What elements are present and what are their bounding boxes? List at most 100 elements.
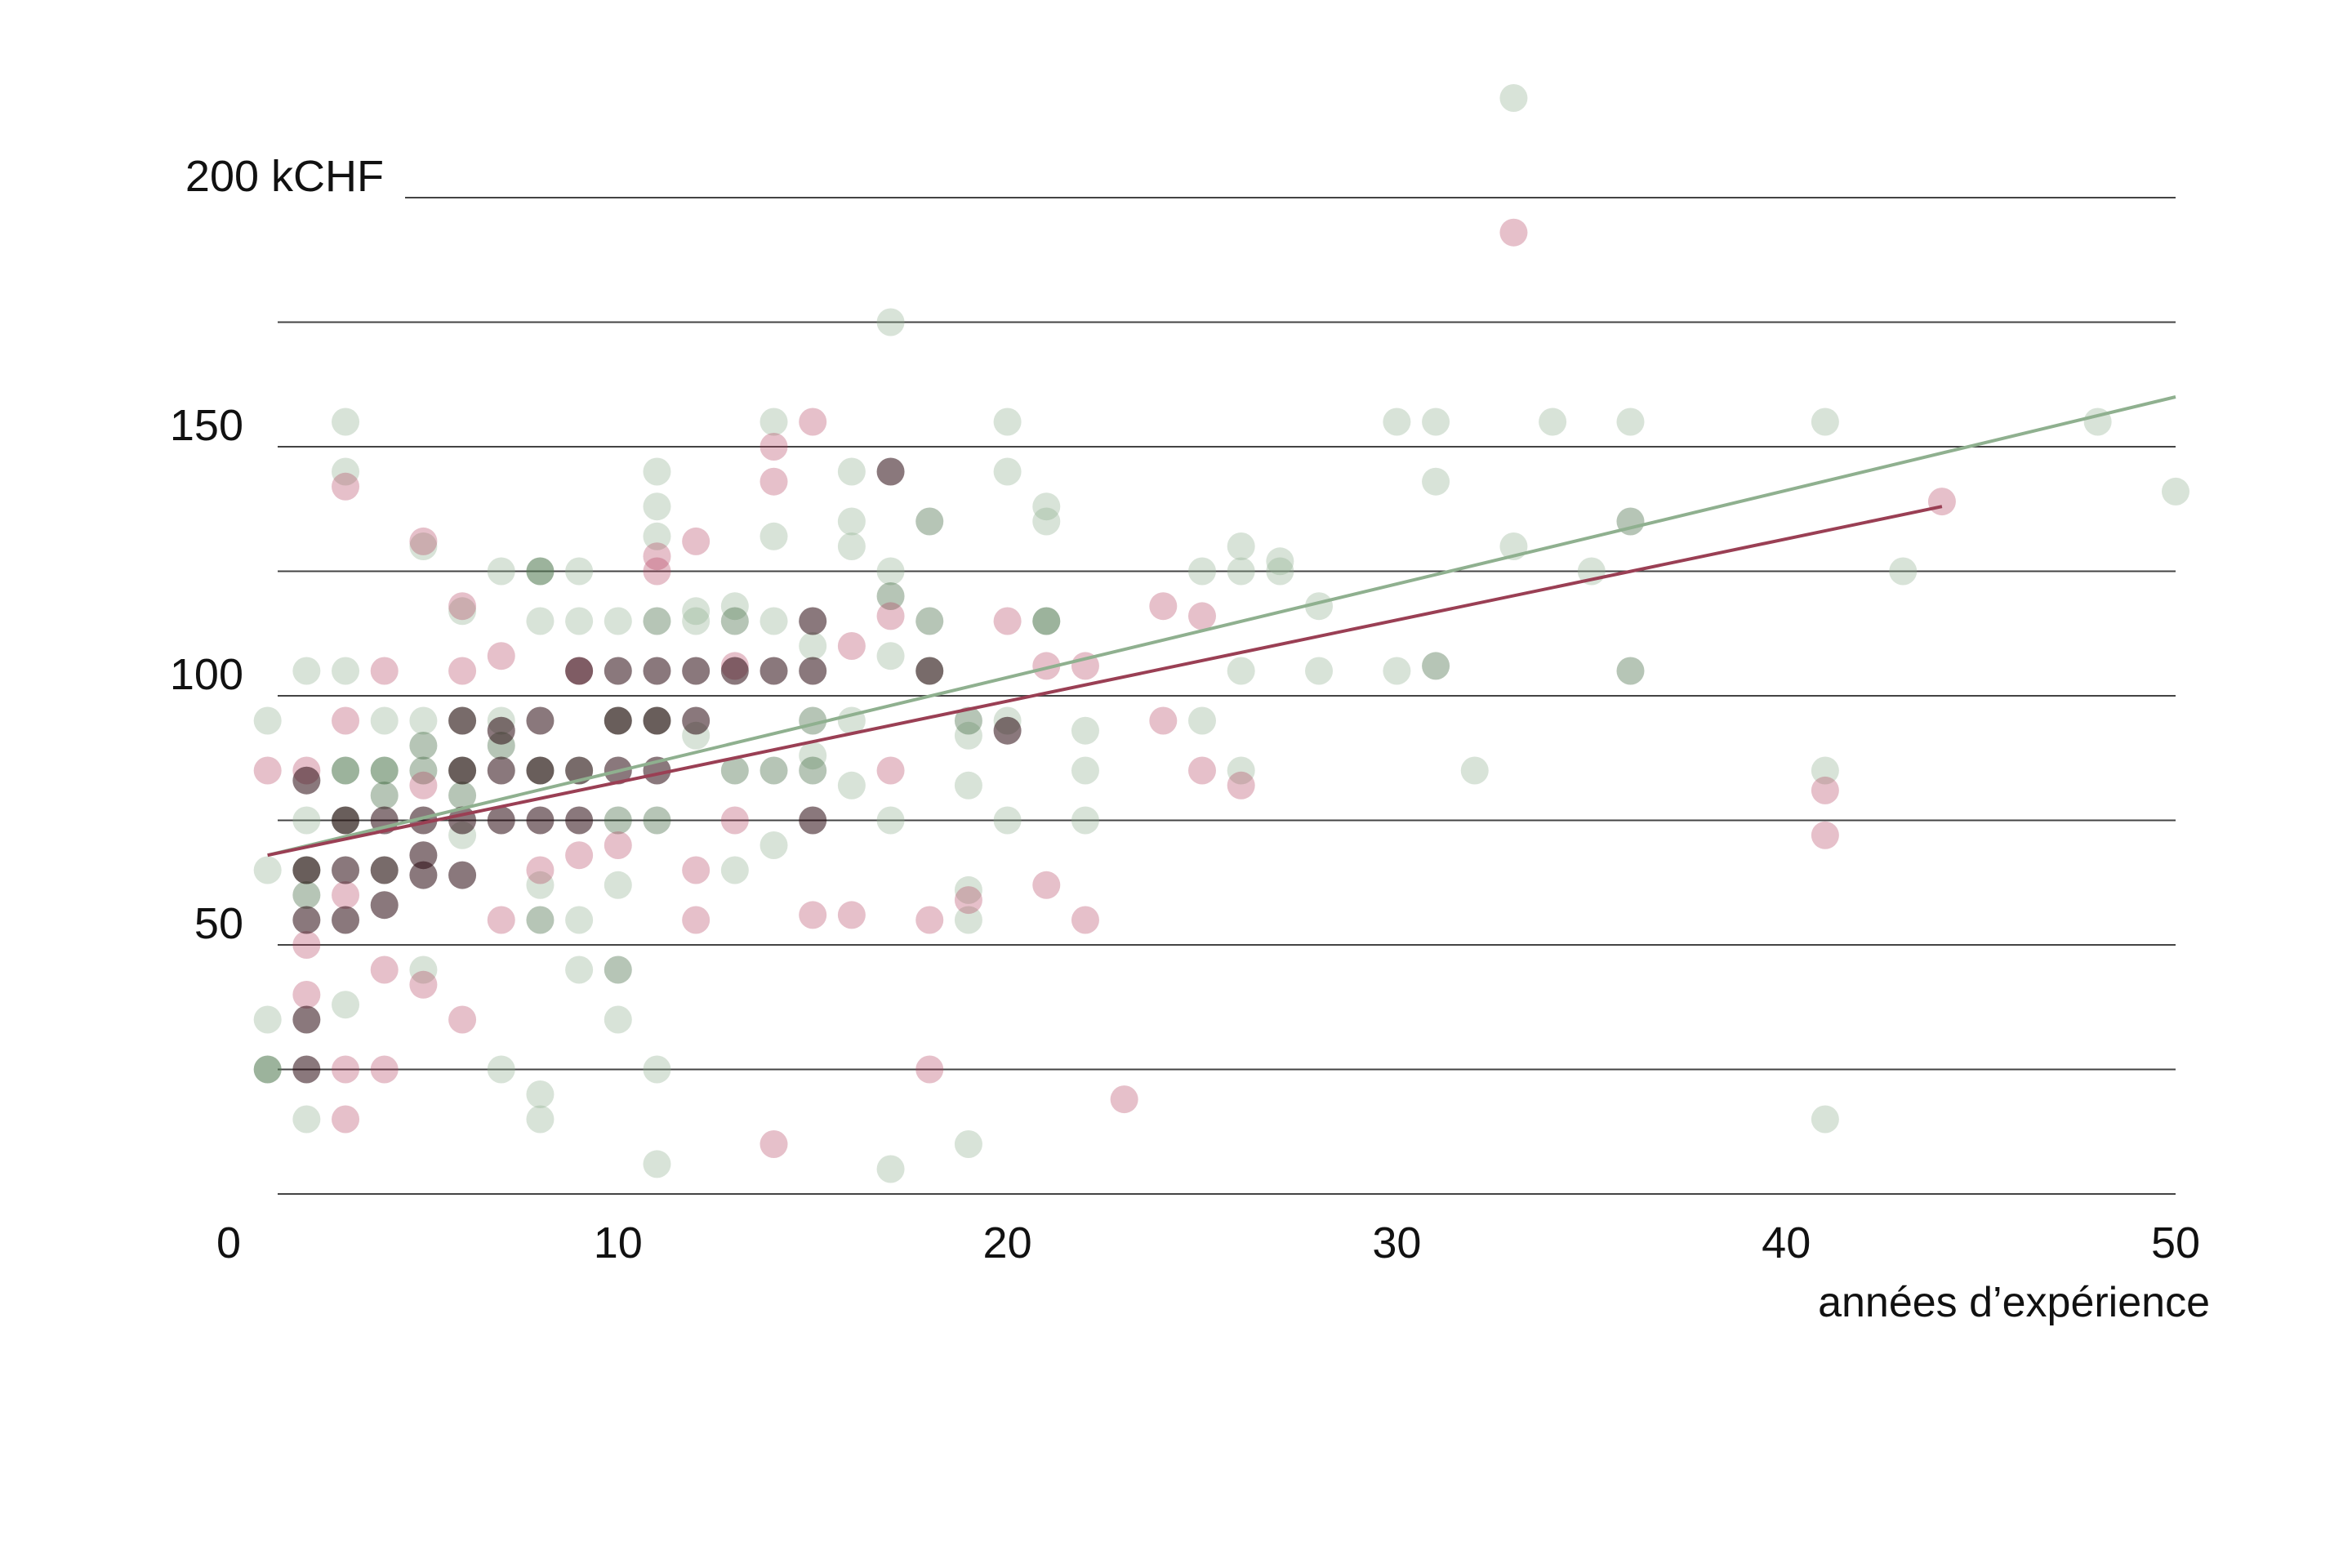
data-point-s0-73 <box>1032 492 1061 521</box>
data-point-s0-98 <box>1616 408 1645 436</box>
data-point-s3-4 <box>332 806 360 835</box>
data-point-s0-16 <box>409 706 438 735</box>
data-point-s1-0 <box>253 1055 282 1084</box>
data-point-s0-58 <box>876 308 905 336</box>
data-point-s0-10 <box>332 408 360 436</box>
data-point-s1-16 <box>604 806 632 835</box>
data-point-s0-91 <box>1422 408 1450 436</box>
data-point-s3-3 <box>292 766 321 795</box>
data-point-s0-100 <box>1811 756 1839 785</box>
data-point-s2-36 <box>837 901 866 929</box>
data-point-s0-49 <box>760 522 788 550</box>
data-point-s3-35 <box>760 657 788 685</box>
data-point-s0-79 <box>1188 557 1216 586</box>
data-point-s1-20 <box>720 607 749 635</box>
data-point-s1-10 <box>448 782 477 809</box>
data-point-s2-19 <box>487 906 515 934</box>
data-point-s2-20 <box>526 856 555 884</box>
data-point-s3-28 <box>604 657 632 685</box>
data-point-s0-39 <box>643 522 671 550</box>
data-point-s2-44 <box>1032 652 1061 680</box>
data-point-s0-56 <box>837 771 866 800</box>
data-point-s3-42 <box>292 1005 321 1034</box>
data-point-s3-39 <box>876 457 905 486</box>
data-point-s2-34 <box>799 408 827 436</box>
data-point-s0-14 <box>370 756 399 785</box>
data-point-s0-30 <box>565 607 594 635</box>
data-point-s1-30 <box>1422 652 1450 680</box>
data-point-s3-2 <box>292 906 321 934</box>
data-point-s0-95 <box>1499 84 1528 112</box>
data-point-s0-25 <box>526 607 555 635</box>
data-point-s0-92 <box>1422 467 1450 496</box>
data-point-s2-32 <box>760 467 788 496</box>
data-point-s2-54 <box>1499 218 1528 247</box>
data-point-s2-47 <box>1071 906 1099 934</box>
data-point-s0-88 <box>1305 657 1334 685</box>
data-point-s0-42 <box>682 607 710 635</box>
data-point-s0-65 <box>954 771 982 800</box>
data-point-s2-55 <box>1811 776 1839 804</box>
data-point-s2-49 <box>1149 592 1178 621</box>
data-point-s2-24 <box>643 542 671 571</box>
data-point-s0-9 <box>332 756 360 785</box>
data-point-s0-31 <box>565 956 594 984</box>
data-point-s1-25 <box>876 582 905 610</box>
data-point-s2-45 <box>1032 871 1061 899</box>
data-point-s1-29 <box>1032 607 1061 635</box>
data-point-s0-37 <box>643 457 671 486</box>
data-point-s3-14 <box>448 756 477 785</box>
data-point-s2-7 <box>332 1105 360 1134</box>
data-point-s0-8 <box>332 991 360 1019</box>
data-point-s2-52 <box>1188 756 1216 785</box>
data-point-s0-99 <box>1811 408 1839 436</box>
data-point-s3-40 <box>915 657 944 685</box>
data-point-s0-43 <box>682 597 710 626</box>
data-point-s0-86 <box>1266 557 1294 586</box>
data-point-s1-19 <box>643 607 671 635</box>
x-tick-label-30: 30 <box>1372 1218 1421 1267</box>
data-point-s2-38 <box>876 602 905 630</box>
data-point-s1-6 <box>370 782 399 809</box>
data-point-s0-59 <box>876 557 905 586</box>
data-point-s2-57 <box>1927 488 1956 516</box>
trend-line-0 <box>267 395 2176 858</box>
data-point-s2-50 <box>1149 706 1178 735</box>
data-point-s0-72 <box>993 806 1022 835</box>
data-point-s2-28 <box>682 906 710 934</box>
data-point-s3-30 <box>643 657 671 685</box>
data-point-s2-4 <box>332 706 360 735</box>
data-point-s3-25 <box>565 657 594 685</box>
data-point-s3-41 <box>993 716 1022 745</box>
data-point-s2-8 <box>332 472 360 501</box>
data-point-s0-28 <box>526 871 555 899</box>
x-tick-label-10: 10 <box>594 1218 643 1267</box>
data-point-s1-22 <box>760 756 788 785</box>
y-axis-ticks: 50 100 150 200 kCHF <box>170 152 384 948</box>
data-point-s1-8 <box>409 732 438 760</box>
data-point-s2-5 <box>332 881 360 909</box>
data-point-s0-45 <box>720 592 749 621</box>
data-point-s0-90 <box>1383 657 1411 685</box>
data-point-s0-11 <box>332 457 360 486</box>
data-point-s2-12 <box>409 527 438 555</box>
data-point-s0-50 <box>760 831 788 859</box>
data-point-s2-37 <box>837 632 866 660</box>
data-point-s0-26 <box>526 1080 555 1108</box>
data-point-s0-34 <box>604 1005 632 1034</box>
data-point-s2-26 <box>682 527 710 555</box>
data-point-s0-102 <box>1889 557 1918 586</box>
data-point-s0-61 <box>876 806 905 835</box>
data-point-s3-0 <box>292 856 321 884</box>
x-tick-label-0: 0 <box>216 1218 241 1267</box>
data-point-s1-2 <box>292 881 321 909</box>
data-point-s0-33 <box>565 906 594 934</box>
data-point-s3-32 <box>682 706 710 735</box>
data-point-s1-7 <box>409 756 438 785</box>
data-point-s0-80 <box>1188 706 1216 735</box>
data-point-s1-32 <box>1616 657 1645 685</box>
data-point-s3-26 <box>604 706 632 735</box>
data-point-s1-27 <box>915 607 944 635</box>
data-point-s0-40 <box>643 1055 671 1084</box>
